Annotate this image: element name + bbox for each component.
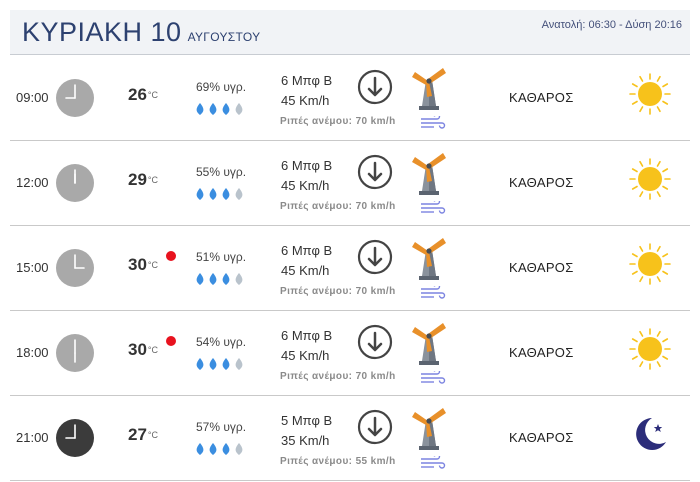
wind-info: 6 Μπφ Β 45 Km/h	[281, 326, 332, 366]
wind-speed: 45 Km/h	[281, 263, 330, 278]
humidity-label: 51% υγρ.	[196, 250, 247, 264]
wind-direction-arrow-icon	[357, 409, 393, 445]
temperature: 26°C	[128, 85, 158, 105]
gust-wind-icon	[420, 368, 446, 385]
sun-icon	[628, 242, 672, 286]
gust-wind-icon	[420, 113, 446, 130]
wind-info: 6 Μπφ Β 45 Km/h	[281, 156, 332, 196]
condition-label: ΚΑΘΑΡΟΣ	[509, 260, 574, 275]
temperature-value: 26	[128, 85, 147, 104]
gust-wind-icon	[420, 198, 446, 215]
clock-icon	[55, 418, 95, 458]
time-label: 21:00	[16, 430, 49, 445]
wind-gust-label: Ριπές ανέμου: 70 km/h	[280, 116, 396, 127]
wind-gust-label: Ριπές ανέμου: 70 km/h	[280, 201, 396, 212]
moon-icon	[628, 412, 672, 456]
forecast-row: 18:00 30°C 54% υγρ. 6 Μπφ Β 45 Km/h Ριπές ανέ…	[10, 311, 690, 396]
wind-beaufort: 5 Μπφ Β	[281, 413, 333, 428]
humidity-drops-icon	[194, 442, 254, 456]
wind-info: 5 Μπφ Β 35 Km/h	[281, 411, 332, 451]
time-label: 18:00	[16, 345, 49, 360]
clock-icon	[55, 248, 95, 288]
day-header: ΚΥΡΙΑΚΗ 10 ΑΥΓΟΥΣΤΟΥ Ανατολή: 06:30 - Δύσ…	[10, 10, 690, 55]
clock-icon	[55, 78, 95, 118]
wind-beaufort: 6 Μπφ Β	[281, 158, 333, 173]
gust-wind-icon	[420, 453, 446, 470]
sun-icon	[628, 157, 672, 201]
humidity-drops-icon	[194, 357, 254, 371]
forecast-row: 21:00 27°C 57% υγρ. 5 Μπφ Β 35 Km/h Ριπές ανέ…	[10, 396, 690, 481]
temperature: 27°C	[128, 425, 158, 445]
temperature-unit: °C	[147, 345, 159, 355]
condition-label: ΚΑΘΑΡΟΣ	[509, 90, 574, 105]
humidity-label: 55% υγρ.	[196, 165, 247, 179]
temperature: 30°C	[128, 255, 158, 275]
temperature-unit: °C	[147, 90, 159, 100]
wind-info: 6 Μπφ Β 45 Km/h	[281, 71, 332, 111]
wind-beaufort: 6 Μπφ Β	[281, 328, 333, 343]
condition-label: ΚΑΘΑΡΟΣ	[509, 345, 574, 360]
sun-icon	[628, 327, 672, 371]
forecast-row: 12:00 29°C 55% υγρ. 6 Μπφ Β 45 Km/h Ριπές ανέ…	[10, 141, 690, 226]
temperature-unit: °C	[147, 260, 159, 270]
day-label: ΚΥΡΙΑΚΗ 10	[22, 17, 182, 47]
humidity-drops-icon	[194, 187, 254, 201]
clock-icon	[55, 333, 95, 373]
windsock-icon	[409, 406, 449, 452]
clock-icon	[55, 163, 95, 203]
wind-direction-arrow-icon	[357, 154, 393, 190]
time-label: 15:00	[16, 260, 49, 275]
humidity-label: 69% υγρ.	[196, 80, 247, 94]
month-label: ΑΥΓΟΥΣΤΟΥ	[187, 30, 261, 44]
wind-info: 6 Μπφ Β 45 Km/h	[281, 241, 332, 281]
wind-gust-label: Ριπές ανέμου: 55 km/h	[280, 456, 396, 467]
temperature-unit: °C	[147, 175, 159, 185]
windsock-icon	[409, 151, 449, 197]
hot-indicator-dot	[166, 251, 176, 261]
temperature-value: 30	[128, 340, 147, 359]
windsock-icon	[409, 321, 449, 367]
humidity-label: 57% υγρ.	[196, 420, 247, 434]
temperature-value: 27	[128, 425, 147, 444]
windsock-icon	[409, 236, 449, 282]
humidity-drops-icon	[194, 272, 254, 286]
windsock-icon	[409, 66, 449, 112]
humidity-drops-icon	[194, 102, 254, 116]
wind-gust-label: Ριπές ανέμου: 70 km/h	[280, 286, 396, 297]
sunrise-sunset: Ανατολή: 06:30 - Δύση 20:16	[541, 19, 682, 31]
temperature: 30°C	[128, 340, 158, 360]
wind-speed: 45 Km/h	[281, 178, 330, 193]
wind-beaufort: 6 Μπφ Β	[281, 243, 333, 258]
humidity-label: 54% υγρ.	[196, 335, 247, 349]
wind-direction-arrow-icon	[357, 239, 393, 275]
forecast-row: 15:00 30°C 51% υγρ. 6 Μπφ Β 45 Km/h Ριπές ανέ…	[10, 226, 690, 311]
wind-speed: 35 Km/h	[281, 433, 330, 448]
day-title: ΚΥΡΙΑΚΗ 10 ΑΥΓΟΥΣΤΟΥ	[22, 17, 260, 48]
wind-gust-label: Ριπές ανέμου: 70 km/h	[280, 371, 396, 382]
time-label: 09:00	[16, 90, 49, 105]
sun-icon	[628, 72, 672, 116]
condition-label: ΚΑΘΑΡΟΣ	[509, 430, 574, 445]
temperature-unit: °C	[147, 430, 159, 440]
forecast-row: 09:00 26°C 69% υγρ. 6 Μπφ Β 45 Km/h Ριπές ανέ…	[10, 56, 690, 141]
wind-beaufort: 6 Μπφ Β	[281, 73, 333, 88]
gust-wind-icon	[420, 283, 446, 300]
temperature-value: 30	[128, 255, 147, 274]
wind-direction-arrow-icon	[357, 69, 393, 105]
time-label: 12:00	[16, 175, 49, 190]
hot-indicator-dot	[166, 336, 176, 346]
temperature: 29°C	[128, 170, 158, 190]
wind-speed: 45 Km/h	[281, 348, 330, 363]
temperature-value: 29	[128, 170, 147, 189]
condition-label: ΚΑΘΑΡΟΣ	[509, 175, 574, 190]
wind-direction-arrow-icon	[357, 324, 393, 360]
wind-speed: 45 Km/h	[281, 93, 330, 108]
